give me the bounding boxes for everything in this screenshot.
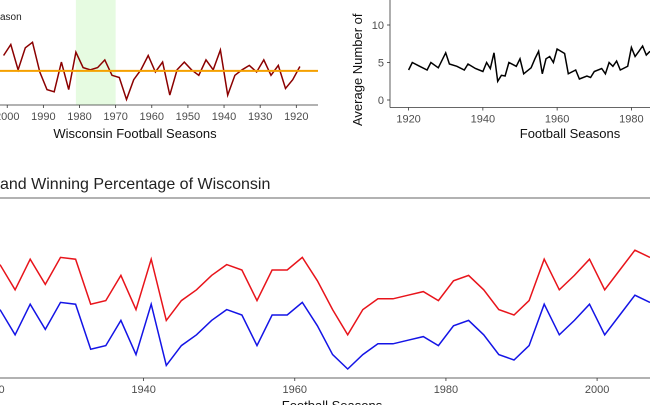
- x-tick-label: 1960: [283, 384, 307, 396]
- x-tick-label: 1940: [212, 111, 236, 123]
- x-axis-label: Football Seasons: [520, 126, 621, 141]
- x-tick-label: 1990: [31, 111, 55, 123]
- x-tick-label: 1920: [284, 111, 308, 123]
- x-tick-label: 1930: [248, 111, 272, 123]
- y-tick-label: 5: [378, 58, 384, 70]
- series-line: [407, 44, 650, 84]
- x-tick-label: 1920: [0, 384, 5, 396]
- x-tick-label: 1920: [396, 114, 420, 126]
- x-tick-label: 1950: [176, 111, 200, 123]
- x-tick-label: 2000: [585, 384, 609, 396]
- x-tick-label: 1980: [67, 111, 91, 123]
- legend-title: ason: [0, 12, 22, 23]
- highlight-band: [75, 0, 116, 105]
- x-tick-label: 2000: [0, 111, 19, 123]
- x-tick-label: 1980: [619, 114, 643, 126]
- y-tick-label: 10: [372, 20, 384, 32]
- plot-area: [407, 44, 650, 84]
- plot-area: [0, 0, 318, 105]
- series-line: [0, 249, 650, 337]
- x-tick-label: 1980: [434, 384, 458, 396]
- x-tick-label: 1960: [140, 111, 164, 123]
- chart-title: and Winning Percentage of Wisconsin: [0, 176, 270, 193]
- y-tick-label: 0: [378, 95, 384, 107]
- x-tick-label: 1960: [545, 114, 569, 126]
- x-tick-label: 1970: [103, 111, 127, 123]
- plot-area: [0, 249, 650, 371]
- x-axis-label: Wisconsin Football Seasons: [53, 126, 217, 141]
- series-line: [2, 41, 301, 102]
- series-line: [0, 294, 650, 371]
- x-axis-label: Football Seasons: [282, 398, 383, 405]
- x-tick-label: 1940: [131, 384, 155, 396]
- y-axis-label: Average Number of: [350, 13, 365, 126]
- x-tick-label: 1940: [471, 114, 495, 126]
